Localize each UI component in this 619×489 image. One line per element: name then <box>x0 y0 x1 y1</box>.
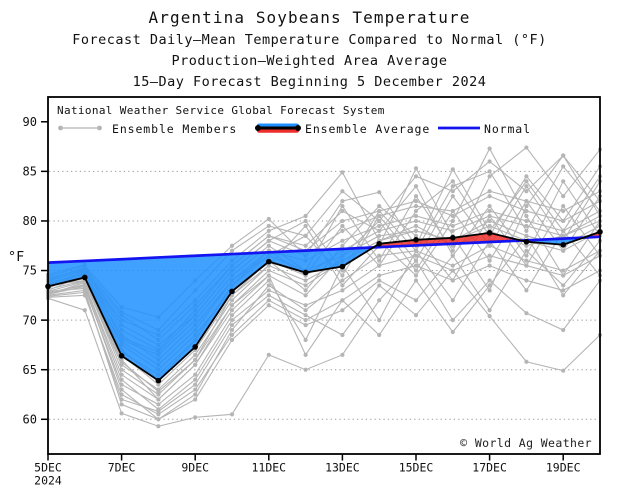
ensemble-members-line-icon <box>58 125 102 131</box>
plot-frame <box>47 96 601 455</box>
y-tick-label: 80 <box>23 214 37 228</box>
below-normal-fill <box>48 247 374 381</box>
normal-series <box>47 235 601 264</box>
ensemble-average-band-icon <box>255 123 301 133</box>
chart-subtitle-3: 15–Day Forecast Beginning 5 December 202… <box>132 74 487 90</box>
legend-normal-label: Normal <box>484 121 531 136</box>
ensemble-average-legend-swatch <box>252 122 304 134</box>
y-tick-label: 60 <box>23 412 37 426</box>
y-tick-label: 85 <box>23 165 37 179</box>
ensemble-average-series <box>45 229 603 384</box>
normal-line-icon <box>438 126 480 130</box>
y-tick-label: 90 <box>23 115 37 129</box>
x-tick-label: 13DEC <box>325 461 360 475</box>
normal-legend-swatch <box>436 124 482 132</box>
y-tick-label: 75 <box>23 264 37 278</box>
ensemble-members-legend-swatch <box>56 123 104 133</box>
x-tick-label: 11DEC <box>251 461 286 475</box>
x-axis: 5DEC 7DEC 9DEC 11DEC 13DEC 15DEC 17DEC 19DEC 202… <box>34 454 581 488</box>
x-tick-label: 19DEC <box>546 461 581 475</box>
chart-subtitle-1: Forecast Daily–Mean Temperature Compared… <box>72 32 547 48</box>
chart-subtitle-2: Production–Weighted Area Average <box>171 53 448 69</box>
page-title: Argentina Soybeans Temperature <box>148 8 471 27</box>
x-tick-label: 5DEC <box>34 461 62 475</box>
anomaly-fills <box>48 231 600 381</box>
y-tick-label: 70 <box>23 313 37 327</box>
y-axis: 60 65 70 75 80 85 90 <box>23 115 48 426</box>
legend-ensemble-members-label: Ensemble Members <box>112 121 238 136</box>
y-tick-label: 65 <box>23 363 37 377</box>
legend-system-label: National Weather Service Global Forecast… <box>57 104 385 117</box>
x-tick-label: 7DEC <box>108 461 136 475</box>
above-normal-fill <box>373 232 522 248</box>
legend-ensemble-average-label: Ensemble Average <box>305 121 431 136</box>
x-axis-year-label: 2024 <box>34 474 62 488</box>
x-tick-label: 9DEC <box>181 461 209 475</box>
x-tick-label: 15DEC <box>399 461 434 475</box>
x-tick-label: 17DEC <box>472 461 507 475</box>
y-axis-unit-label: °F <box>8 249 25 265</box>
chart-titles: Argentina Soybeans Temperature Forecast … <box>0 6 619 93</box>
copyright-text: © World Ag Weather <box>460 436 592 450</box>
